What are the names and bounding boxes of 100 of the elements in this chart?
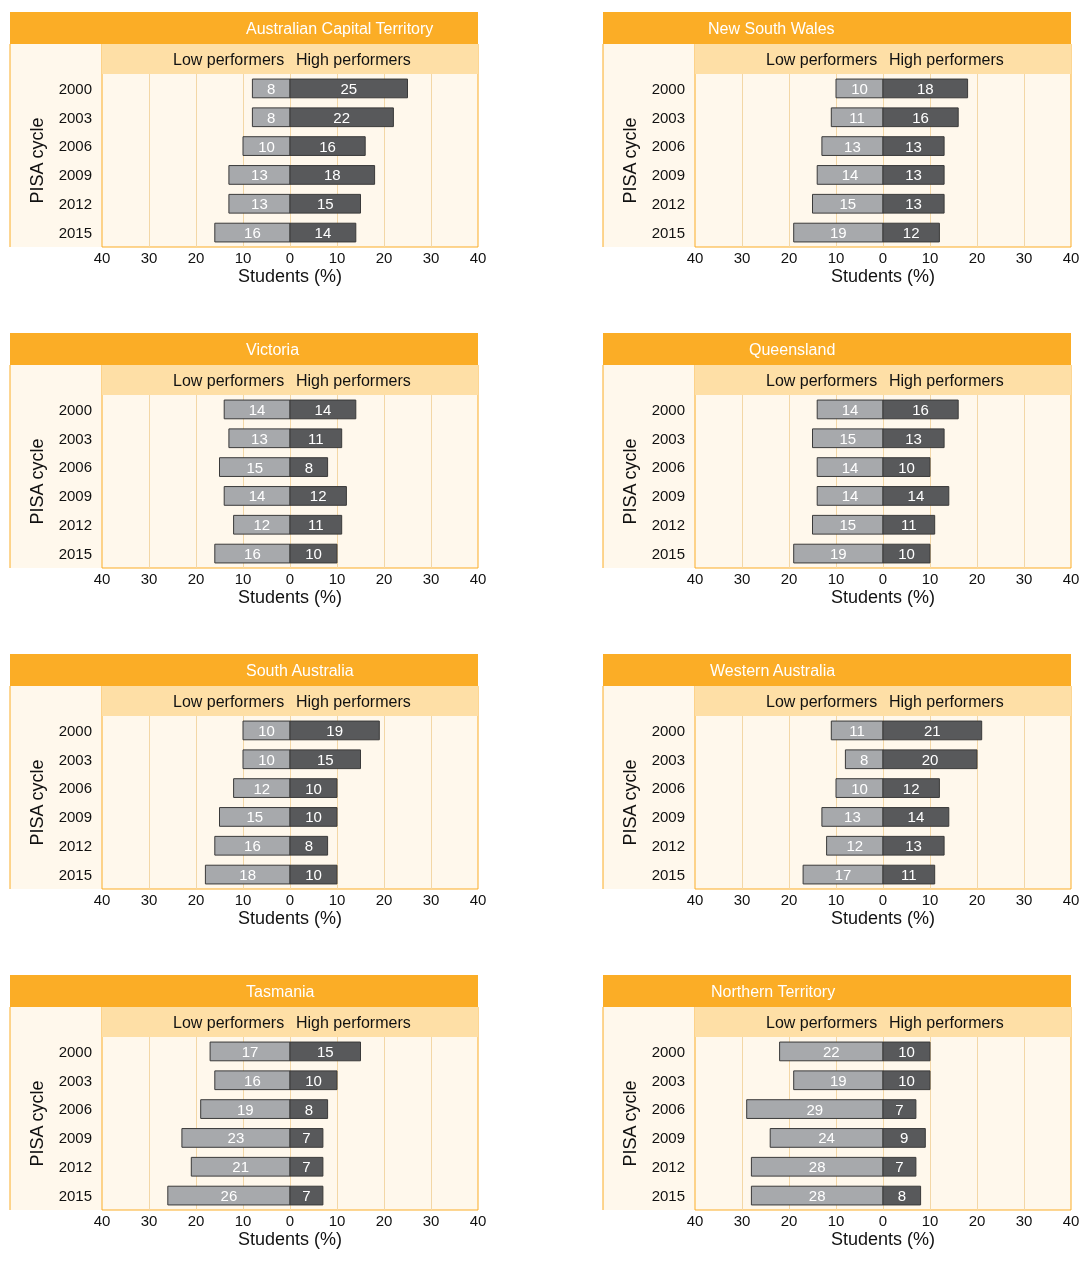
data-label: 13	[251, 195, 268, 213]
data-label: 14	[314, 224, 332, 242]
x-tick-label: 30	[140, 570, 158, 587]
data-label: 13	[905, 429, 922, 447]
data-label: 15	[839, 195, 857, 213]
data-label: 22	[822, 1042, 840, 1060]
y-tick-label: 2009	[651, 166, 685, 184]
chart-title: Australian Capital Territory	[246, 20, 434, 37]
data-label: 8	[860, 750, 869, 768]
x-tick-label: 40	[469, 570, 487, 587]
x-tick-label: 20	[780, 891, 798, 908]
x-tick-label: 10	[827, 570, 845, 587]
data-label: 18	[323, 166, 341, 184]
x-tick-label: 30	[1015, 249, 1033, 266]
x-tick-label: 30	[422, 891, 440, 908]
x-tick-label: 0	[285, 891, 295, 908]
x-tick-label: 0	[878, 1212, 888, 1229]
y-tick-label: 2006	[651, 458, 685, 476]
y-tick-label: 2009	[651, 1129, 685, 1147]
y-axis-title: PISA cycle	[26, 759, 47, 846]
x-tick-label: 20	[780, 570, 798, 587]
x-tick-label: 30	[422, 570, 440, 587]
x-tick-label: 10	[921, 891, 939, 908]
y-axis-title: PISA cycle	[619, 438, 640, 525]
x-tick-label: 10	[328, 570, 346, 587]
data-label: 11	[308, 429, 324, 447]
y-tick-label: 2012	[651, 1158, 685, 1175]
x-tick-label: 10	[328, 1212, 346, 1229]
x-tick-label: 40	[686, 891, 704, 908]
data-label: 13	[251, 429, 268, 447]
y-tick-label: 2003	[651, 1071, 685, 1089]
data-label: 19	[830, 1071, 847, 1089]
x-tick-label: 40	[686, 570, 704, 587]
x-tick-label: 0	[285, 249, 295, 266]
y-tick-label: 2012	[58, 516, 92, 533]
data-label: 10	[305, 1071, 322, 1089]
series-label: High performers	[296, 51, 411, 68]
data-label: 19	[830, 545, 847, 563]
data-label: 13	[905, 166, 922, 184]
data-label: 10	[305, 779, 322, 797]
x-tick-label: 20	[780, 1212, 798, 1229]
data-label: 13	[844, 137, 861, 155]
data-label: 14	[841, 400, 859, 418]
x-tick-label: 10	[921, 570, 939, 587]
data-label: 13	[905, 837, 922, 855]
y-tick-label: 2006	[651, 779, 685, 797]
y-tick-label: 2015	[58, 865, 92, 883]
series-label: Low performers	[173, 372, 285, 389]
x-tick-label: 30	[733, 570, 751, 587]
data-label: 12	[902, 779, 920, 797]
data-label: 15	[246, 458, 264, 476]
y-tick-label: 2009	[58, 808, 92, 826]
data-label: 17	[241, 1042, 259, 1060]
y-tick-label: 2003	[58, 108, 92, 126]
data-label: 15	[839, 516, 857, 534]
data-label: 10	[305, 545, 322, 563]
y-tick-label: 2012	[58, 195, 92, 212]
x-tick-label: 10	[827, 1212, 845, 1229]
series-label: Low performers	[766, 693, 878, 710]
data-label: 16	[319, 137, 336, 155]
y-tick-label: 2015	[58, 223, 92, 241]
data-label: 11	[849, 108, 865, 126]
x-tick-label: 30	[140, 891, 158, 908]
x-axis-title: Students (%)	[237, 908, 343, 929]
data-label: 16	[244, 837, 261, 855]
data-label: 7	[895, 1100, 904, 1118]
data-label: 23	[227, 1129, 245, 1147]
data-label: 11	[901, 866, 917, 884]
x-tick-label: 30	[733, 1212, 751, 1229]
x-tick-label: 30	[140, 249, 158, 266]
x-tick-label: 40	[469, 891, 487, 908]
data-label: 8	[267, 108, 276, 126]
data-label: 10	[898, 1071, 915, 1089]
y-tick-label: 2006	[651, 1100, 685, 1118]
y-tick-label: 2003	[651, 750, 685, 768]
data-label: 29	[806, 1100, 824, 1118]
data-label: 28	[808, 1187, 826, 1205]
x-tick-label: 10	[827, 891, 845, 908]
data-label: 7	[302, 1129, 311, 1147]
x-tick-label: 10	[234, 570, 252, 587]
x-axis-title: Students (%)	[237, 266, 343, 287]
x-tick-label: 20	[375, 570, 393, 587]
x-axis-title: Students (%)	[830, 266, 936, 287]
data-label: 12	[846, 837, 864, 855]
x-tick-label: 30	[422, 1212, 440, 1229]
x-tick-label: 10	[328, 891, 346, 908]
data-label: 19	[237, 1100, 254, 1118]
y-tick-label: 2015	[651, 544, 685, 562]
x-axis-title: Students (%)	[237, 1229, 343, 1250]
data-label: 19	[830, 224, 847, 242]
chart-title: Queensland	[749, 341, 836, 358]
y-tick-label: 2006	[58, 137, 92, 155]
data-label: 14	[841, 487, 859, 505]
chart-title: New South Wales	[708, 20, 835, 37]
data-label: 10	[898, 458, 915, 476]
y-tick-label: 2009	[58, 166, 92, 184]
y-tick-label: 2000	[58, 400, 92, 418]
x-tick-label: 10	[921, 1212, 939, 1229]
y-tick-label: 2000	[651, 721, 685, 739]
x-tick-label: 30	[733, 249, 751, 266]
